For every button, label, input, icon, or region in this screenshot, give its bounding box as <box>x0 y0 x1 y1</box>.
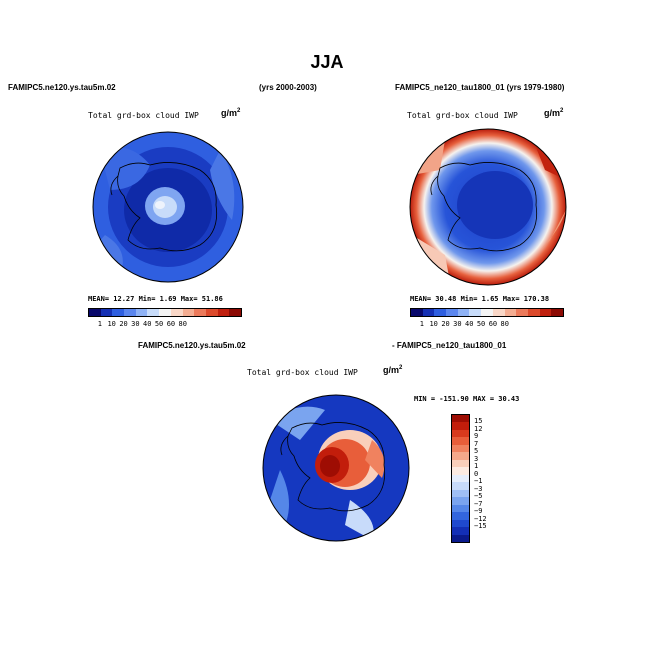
colorbar-swatch <box>205 309 218 316</box>
colorbar-swatch <box>217 309 230 316</box>
diff-variable-title: Total grd-box cloud IWP <box>247 368 358 377</box>
colorbar-tick-label: 5 <box>474 447 479 456</box>
colorbar-tick-label: −1 <box>474 477 483 486</box>
colorbar-swatch <box>452 534 469 542</box>
colorbar-swatch <box>452 429 469 438</box>
panel-a-case-title: FAMIPC5.ne120.ys.tau5m.02 <box>8 83 116 92</box>
colorbar-swatch <box>452 437 469 445</box>
colorbar-swatch <box>159 309 171 316</box>
panel-a-units: g/m2 <box>221 108 241 118</box>
colorbar-tick-label: 10 <box>107 320 116 328</box>
colorbar-swatch <box>452 482 469 490</box>
colorbar-tick-label: −5 <box>474 492 483 501</box>
colorbar-tick-label: 40 <box>465 320 474 328</box>
colorbar-tick-label: −3 <box>474 484 483 493</box>
panel-a-years: (yrs 2000-2003) <box>259 83 317 92</box>
colorbar-swatch <box>182 309 195 316</box>
colorbar-swatch <box>147 309 160 316</box>
panel-b-case-title: FAMIPC5_ne120_tau1800_01 (yrs 1979-1980) <box>395 83 565 92</box>
panel-a-variable-title: Total grd-box cloud IWP <box>88 111 199 120</box>
colorbar-tick-label: 1 <box>97 320 102 328</box>
colorbar-tick-label: 1 <box>474 462 479 471</box>
colorbar-tick-label: −12 <box>474 514 487 523</box>
colorbar-swatch <box>434 309 447 316</box>
colorbar-tick-label: 60 <box>166 320 176 328</box>
colorbar-swatch <box>452 497 469 505</box>
colorbar-swatch <box>452 415 469 423</box>
diff-case-title-right: - FAMIPC5_ne120_tau1800_01 <box>392 341 507 350</box>
diff-colorbar-labels: 15 12 9 7 5 3 1 0 −1 −3 −5 −7 −9 −12 −15 <box>474 414 504 541</box>
figure-title: JJA <box>310 52 344 72</box>
colorbar-tick-label: 1 <box>419 320 424 328</box>
colorbar-swatch <box>452 519 469 528</box>
panel-b-colorbar <box>410 308 564 317</box>
colorbar-swatch <box>170 309 183 316</box>
colorbar-swatch <box>194 309 206 316</box>
colorbar-swatch <box>452 444 469 453</box>
diff-units: g/m2 <box>383 365 403 375</box>
colorbar-swatch <box>135 309 148 316</box>
colorbar-tick-label: 20 <box>119 320 128 328</box>
colorbar-swatch <box>124 309 136 316</box>
colorbar-swatch <box>452 474 469 483</box>
panel-b-stats: MEAN= 30.48 Min= 1.65 Max= 170.38 <box>410 295 550 303</box>
colorbar-tick-label: 12 <box>474 424 483 433</box>
panel-a-colorbar-labels: 1 10 20 30 40 50 60 80 <box>88 320 242 330</box>
panel-a-map <box>92 131 244 283</box>
colorbar-swatch <box>452 422 469 430</box>
colorbar-tick-label: 30 <box>131 320 140 328</box>
colorbar-swatch <box>516 309 528 316</box>
colorbar-swatch <box>422 309 435 316</box>
diff-case-title-left: FAMIPC5.ne120.ys.tau5m.02 <box>138 341 246 350</box>
colorbar-swatch <box>452 489 469 498</box>
colorbar-tick-label: 9 <box>474 432 479 441</box>
colorbar-tick-label: 50 <box>476 320 486 328</box>
colorbar-tick-label: 30 <box>453 320 462 328</box>
colorbar-tick-label: −9 <box>474 507 483 516</box>
colorbar-swatch <box>229 309 241 316</box>
panel-b-variable-title: Total grd-box cloud IWP <box>407 111 518 120</box>
colorbar-swatch <box>452 467 469 475</box>
colorbar-swatch <box>492 309 505 316</box>
colorbar-swatch <box>452 527 469 535</box>
colorbar-swatch <box>452 512 469 520</box>
colorbar-tick-label: 80 <box>500 320 509 328</box>
panel-b-colorbar-labels: 1 10 20 30 40 50 60 80 <box>410 320 564 330</box>
colorbar-tick-label: 50 <box>154 320 164 328</box>
colorbar-tick-label: 60 <box>488 320 498 328</box>
colorbar-swatch <box>452 452 469 460</box>
colorbar-swatch <box>446 309 458 316</box>
panel-b-units: g/m2 <box>544 108 564 118</box>
panel-a-colorbar <box>88 308 242 317</box>
colorbar-swatch <box>551 309 563 316</box>
colorbar-swatch <box>452 459 469 468</box>
colorbar-tick-label: 7 <box>474 439 479 448</box>
colorbar-tick-label: 3 <box>474 454 479 463</box>
colorbar-swatch <box>89 309 101 316</box>
colorbar-tick-label: 0 <box>474 469 479 478</box>
colorbar-swatch <box>112 309 125 316</box>
colorbar-swatch <box>457 309 470 316</box>
colorbar-tick-label: 40 <box>143 320 152 328</box>
colorbar-tick-label: 15 <box>474 417 483 426</box>
panel-b-map <box>409 128 567 286</box>
colorbar-swatch <box>469 309 482 316</box>
colorbar-tick-label: −7 <box>474 499 483 508</box>
colorbar-tick-label: 10 <box>429 320 438 328</box>
colorbar-swatch <box>481 309 493 316</box>
colorbar-swatch <box>452 504 469 513</box>
colorbar-tick-label: 20 <box>441 320 450 328</box>
diff-colorbar <box>451 414 470 543</box>
colorbar-swatch <box>527 309 540 316</box>
colorbar-swatch <box>504 309 517 316</box>
colorbar-tick-label: −15 <box>474 522 487 531</box>
diff-map <box>262 394 410 542</box>
colorbar-tick-label: 80 <box>178 320 187 328</box>
colorbar-swatch <box>539 309 552 316</box>
panel-a-stats: MEAN= 12.27 Min= 1.69 Max= 51.86 <box>88 295 223 303</box>
colorbar-swatch <box>100 309 113 316</box>
colorbar-swatch <box>411 309 423 316</box>
diff-stats: MIN = -151.90 MAX = 30.43 <box>414 395 520 403</box>
